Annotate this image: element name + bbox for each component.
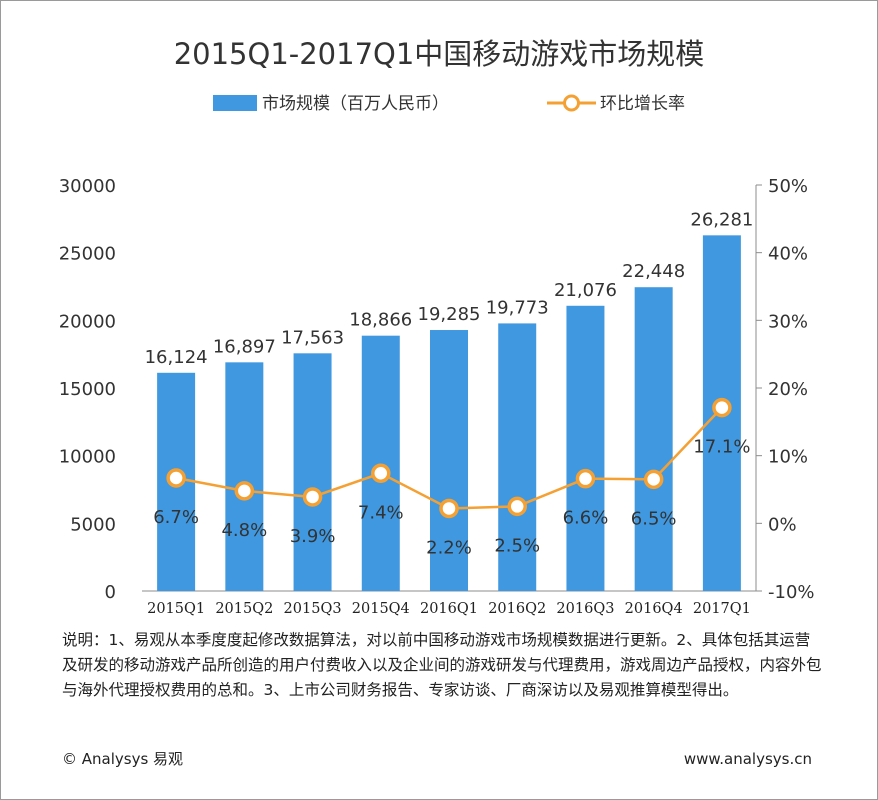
line-point xyxy=(507,496,527,517)
bar-data-label: 19,773 xyxy=(486,297,549,318)
line-point xyxy=(643,469,664,490)
y-right-tick-label: 50% xyxy=(768,176,808,197)
x-tick-label: 2015Q4 xyxy=(352,601,410,617)
line-point xyxy=(166,468,186,488)
line-data-label: 17.1% xyxy=(693,437,750,458)
y-right-tick-label: 10% xyxy=(768,447,808,468)
x-tick-label: 2016Q2 xyxy=(488,601,546,617)
y-right-tick-label: -10% xyxy=(768,582,815,603)
line-data-label: 6.5% xyxy=(631,508,677,529)
x-tick-label: 2016Q1 xyxy=(420,601,478,617)
legend-bar-label: 市场规模（百万人民币） xyxy=(262,94,449,114)
bar-data-label: 21,076 xyxy=(554,280,617,301)
bar xyxy=(293,353,332,591)
bar xyxy=(430,330,468,591)
line-data-label: 3.9% xyxy=(290,526,336,547)
line-data-label: 2.2% xyxy=(426,537,472,558)
line-data-label: 7.4% xyxy=(358,502,404,523)
line-point xyxy=(302,487,323,507)
bar-data-label: 16,897 xyxy=(213,336,276,357)
line-point xyxy=(712,397,732,418)
line-point xyxy=(439,498,459,519)
x-tick-label: 2017Q1 xyxy=(693,601,751,617)
y-left-tick-label: 20000 xyxy=(59,311,116,332)
y-right-tick-label: 20% xyxy=(768,379,808,400)
line-point xyxy=(371,463,391,484)
chart-axes: 0 5000 10000 15000 20000 25000 30000 -10% 0% 10% 2… xyxy=(59,176,815,617)
line-point xyxy=(234,481,255,501)
bar-data-label: 18,866 xyxy=(349,310,412,331)
bar xyxy=(225,362,264,591)
line-data-labels: 6.7% 4.8% 3.9% 7.4% 2.2% 2.5% 6.6% 6.5% 17.1% xyxy=(153,437,750,559)
y-left-tick-label: 30000 xyxy=(59,176,116,197)
chart-legend: 市场规模（百万人民币） 环比增长率 xyxy=(213,94,685,114)
bar-data-label: 19,285 xyxy=(418,304,481,325)
y-left-tick-label: 5000 xyxy=(70,514,116,535)
bar-data-label: 16,124 xyxy=(145,347,208,368)
bar-data-label: 26,281 xyxy=(690,209,753,230)
bar-data-label: 22,448 xyxy=(622,261,685,282)
x-tick-label: 2015Q2 xyxy=(215,601,273,617)
chart-note: 说明：1、易观从本季度度起修改数据算法，对以前中国移动游戏市场规模数据进行更新。… xyxy=(62,631,822,699)
line-series xyxy=(166,397,732,519)
y-left-tick-label: 25000 xyxy=(59,244,116,265)
chart-canvas: 2015Q1-2017Q1中国移动游戏市场规模 市场规模（百万人民币） 环比增长… xyxy=(59,37,815,617)
y-left-tick-label: 0 xyxy=(105,582,116,603)
line-data-label: 2.5% xyxy=(494,535,540,556)
line-data-label: 6.6% xyxy=(563,508,609,529)
bar xyxy=(498,323,537,591)
legend-line-marker xyxy=(563,94,580,112)
line-data-label: 4.8% xyxy=(221,520,267,541)
bar-data-label: 17,563 xyxy=(281,327,344,348)
bar xyxy=(634,287,673,591)
line-data-label: 6.7% xyxy=(153,507,199,528)
y-right-tick-label: 0% xyxy=(768,514,797,535)
x-tick-label: 2015Q1 xyxy=(147,601,205,617)
x-tick-label: 2016Q3 xyxy=(556,601,614,617)
y-right-tick-label: 30% xyxy=(768,311,808,332)
legend-line-label: 环比增长率 xyxy=(600,94,685,114)
footer-website[interactable]: www.analysys.cn xyxy=(683,750,812,768)
footer-copyright: © Analysys 易观 xyxy=(62,750,184,768)
bar xyxy=(566,305,605,591)
legend-bar-swatch xyxy=(213,95,257,111)
y-left-tick-label: 15000 xyxy=(59,379,116,400)
chart-title: 2015Q1-2017Q1中国移动游戏市场规模 xyxy=(174,37,705,71)
x-tick-label: 2016Q4 xyxy=(625,601,683,617)
y-right-tick-label: 40% xyxy=(768,244,808,265)
line-point xyxy=(575,468,596,489)
y-left-tick-label: 10000 xyxy=(59,447,116,468)
x-tick-label: 2015Q3 xyxy=(284,601,342,617)
bar xyxy=(361,335,400,591)
